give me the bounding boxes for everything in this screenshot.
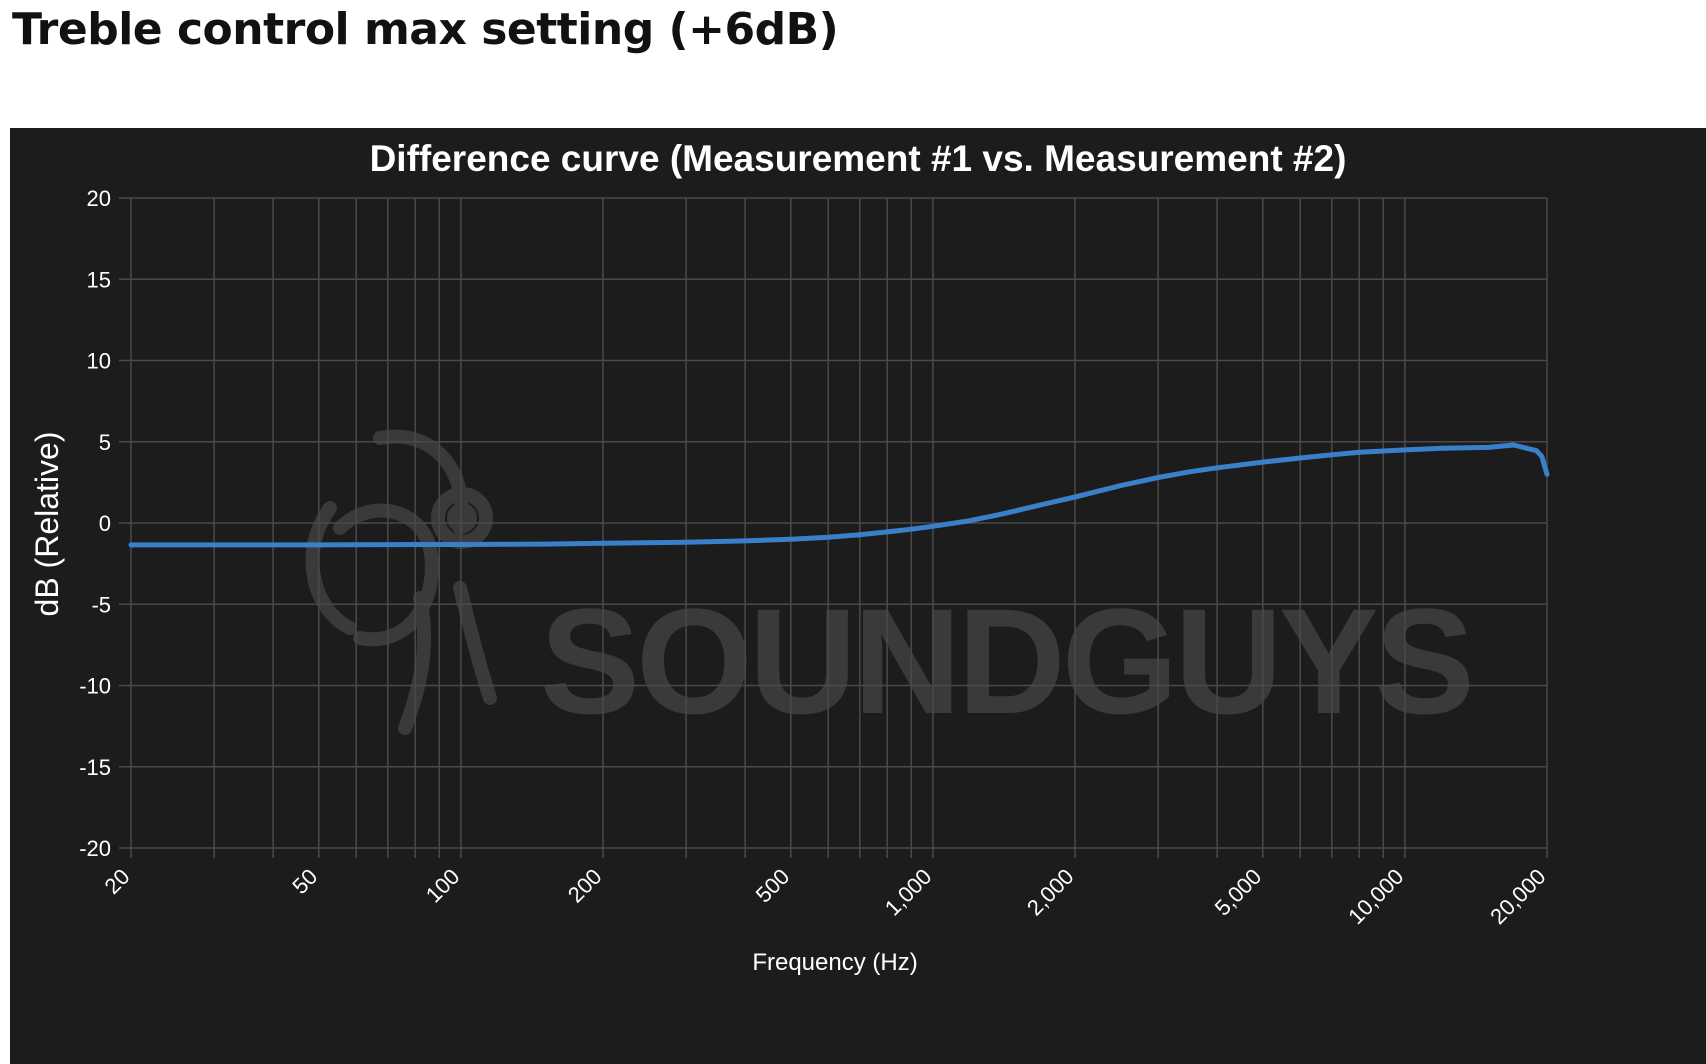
y-axis-ticks: 20 15 10 5 0 -5 -10 -15 -20 xyxy=(79,186,111,861)
soundguys-headphones-logo-icon xyxy=(305,429,497,735)
chart-title: Difference curve (Measurement #1 vs. Mea… xyxy=(370,138,1347,179)
x-tick-label: 2,000 xyxy=(1022,864,1079,921)
x-axis-ticks: 20 50 100 200 500 1,000 2,000 5,000 10,000 20,000 xyxy=(100,864,1551,929)
x-tick-label: 200 xyxy=(563,864,607,908)
y-tick-label: -15 xyxy=(79,755,111,780)
x-tick-label: 100 xyxy=(421,864,465,908)
grid xyxy=(119,197,1548,858)
y-tick-label: 10 xyxy=(87,349,111,374)
difference-curve-line xyxy=(128,442,1550,548)
y-tick-label: -10 xyxy=(79,674,111,699)
x-tick-label: 50 xyxy=(287,864,322,899)
x-tick-label: 10,000 xyxy=(1343,864,1408,929)
y-tick-label: 0 xyxy=(99,511,111,536)
x-tick-label: 20,000 xyxy=(1485,864,1550,929)
y-tick-label: 5 xyxy=(99,430,111,455)
y-tick-label: -5 xyxy=(91,592,111,617)
x-axis-label: Frequency (Hz) xyxy=(752,949,917,976)
x-tick-label: 5,000 xyxy=(1210,864,1267,921)
watermark: SOUNDGUYS xyxy=(305,429,1475,745)
y-axis-label: dB (Relative) xyxy=(29,432,65,617)
x-tick-label: 20 xyxy=(100,864,135,899)
y-tick-label: -20 xyxy=(79,836,111,861)
difference-curve-chart: SOUNDGUYS Difference curve (Measurement … xyxy=(29,138,1551,976)
chart-panel: SOUNDGUYS Difference curve (Measurement … xyxy=(10,128,1706,1064)
y-tick-label: 20 xyxy=(87,186,111,211)
x-tick-label: 1,000 xyxy=(880,864,937,921)
page-title: Treble control max setting (+6dB) xyxy=(12,4,839,55)
x-tick-label: 500 xyxy=(751,864,795,908)
y-tick-label: 15 xyxy=(87,267,111,292)
